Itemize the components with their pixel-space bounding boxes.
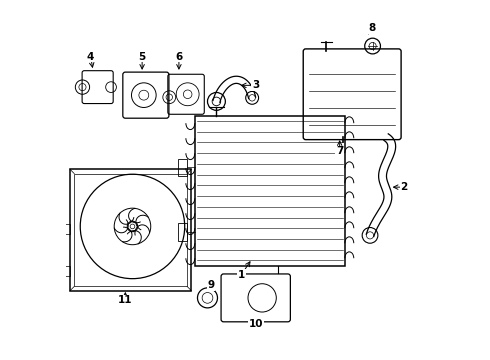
- Text: 8: 8: [368, 23, 375, 33]
- Text: 3: 3: [252, 80, 259, 90]
- Bar: [74, 174, 187, 287]
- Bar: [70, 169, 192, 291]
- Text: 1: 1: [238, 270, 245, 280]
- Text: 7: 7: [336, 147, 343, 157]
- Text: 6: 6: [175, 52, 183, 62]
- Text: 9: 9: [207, 280, 215, 291]
- Bar: [178, 223, 187, 241]
- Bar: [195, 116, 345, 266]
- Text: 10: 10: [248, 319, 263, 329]
- Text: 5: 5: [139, 52, 146, 62]
- Text: 11: 11: [118, 296, 133, 305]
- Bar: [65, 266, 70, 276]
- Bar: [178, 158, 187, 176]
- Bar: [65, 224, 70, 234]
- Text: 4: 4: [87, 52, 95, 62]
- Text: 2: 2: [400, 182, 408, 192]
